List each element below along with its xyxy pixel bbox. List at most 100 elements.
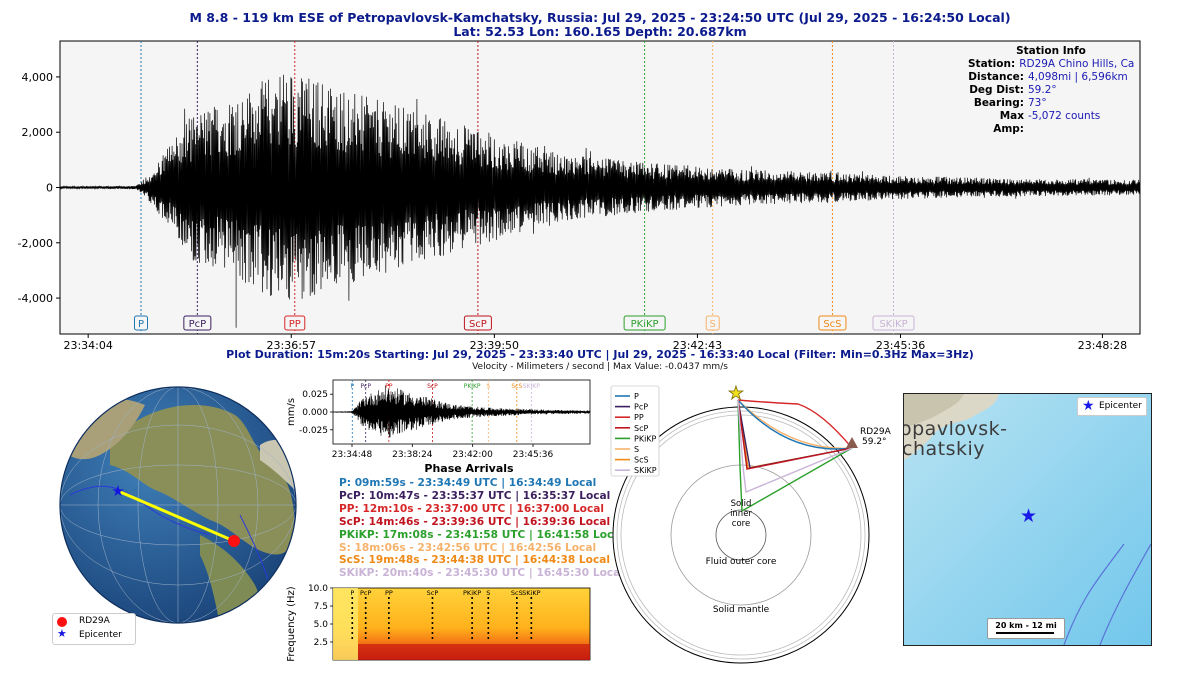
ray-path-diagram: ★ RD29A 59.2° Solid inner core Fluid out… <box>610 383 892 664</box>
station-info-value: 73° <box>1028 97 1047 109</box>
phase-label-box-s <box>705 315 720 331</box>
arrival-row-skikp: SKiKP: 20m:40s - 23:45:30 UTC | 16:45:30… <box>339 567 624 580</box>
phase-arrivals-heading: Phase Arrivals <box>424 462 514 475</box>
velocity-phase-label: S <box>486 383 490 390</box>
arrival-row-pcp: PcP: 10m:47s - 23:35:37 UTC | 16:35:37 L… <box>339 489 611 502</box>
x-tick-label: 23:42:43 <box>673 339 722 352</box>
ray-p <box>737 399 853 450</box>
spectrogram-phase-label: ScP <box>427 589 439 597</box>
inner-core-label-2: inner <box>730 509 752 519</box>
earth-surface <box>612 406 870 664</box>
station-info-label: Station: <box>968 58 1016 70</box>
velocity-phase-label: PP <box>385 383 393 390</box>
velocity-x-tick: 23:38:24 <box>392 450 433 460</box>
plate-boundaries <box>69 485 271 586</box>
spectrogram-y-tick: 10.0 <box>308 584 328 594</box>
spectrogram-y-tick: 5.0 <box>314 620 329 630</box>
seismogram-trace <box>59 74 1141 328</box>
velocity-x-tick: 23:34:48 <box>332 450 373 460</box>
phase-label-scs: ScS <box>823 319 841 330</box>
y-tick-label: -2,000 <box>18 237 53 250</box>
station-info-value: -5,072 counts <box>1028 110 1101 122</box>
velocity-caption: Velocity - Milimeters / second | Max Val… <box>472 362 728 372</box>
map-legend: ★ Epicenter <box>1077 397 1147 416</box>
inner-core-label-3: core <box>732 519 750 529</box>
globe-legend: RD29A ★ Epicenter <box>52 613 136 645</box>
spectrogram-phase-label: SKiKP <box>522 589 540 597</box>
ray-legend-label: P <box>634 392 639 401</box>
velocity-phase-label: PcP <box>360 383 371 390</box>
phase-label-scp: ScP <box>469 319 487 330</box>
spectrogram-phase-label: PKiKP <box>463 589 481 597</box>
ray-pkikp <box>737 399 853 513</box>
velocity-inset-chart: P PcP PP ScP PKiKP S ScS SKiKP 0.025 0.000 -0.025… <box>286 379 591 460</box>
phase-label-pkikp: PKiKP <box>631 319 659 330</box>
spectrogram-phase-label: PcP <box>360 589 371 597</box>
velocity-x-tick: 23:45:36 <box>513 450 554 460</box>
outer-core-boundary <box>670 464 812 606</box>
seismogram-chart: -4,000 -2,000 0 2,000 4,000 23:34:04 23:36:57 2… <box>18 40 1141 352</box>
station-info-label: Max Amp: <box>993 110 1024 135</box>
velocity-phase-label: SKiKP <box>523 383 540 390</box>
ray-station-marker <box>846 437 858 448</box>
y-tick-label: 2,000 <box>22 126 54 139</box>
outer-core-label: Fluid outer core <box>706 557 777 567</box>
station-info-row: Deg Dist: 59.2° <box>968 84 1134 97</box>
station-info-value: 59.2° <box>1028 84 1057 96</box>
inner-core-label-1: Solid <box>731 499 752 509</box>
velocity-y-tick: 0.025 <box>302 390 328 400</box>
spectrogram-chart: P PcP PP ScP PKiKP S ScS SKiKP 2.5 5.0 7.5 10.0 Fr… <box>286 584 591 662</box>
phase-label-box-p <box>134 315 148 331</box>
ray-pp <box>737 399 853 449</box>
velocity-y-tick: 0.000 <box>302 408 328 418</box>
velocity-ylabel: mm/s <box>286 398 297 426</box>
phase-label-box-pp <box>284 315 306 331</box>
station-legend-label: RD29A <box>79 616 110 626</box>
x-tick-label: 23:45:36 <box>876 339 925 352</box>
ray-legend-label: SKiKP <box>634 466 657 475</box>
ray-legend-label: ScS <box>634 456 649 465</box>
plot-duration-line: Plot Duration: 15m:20s Starting: Jul 29,… <box>226 348 974 361</box>
phase-label-skikp: SKiKP <box>879 319 907 330</box>
map-scale-bar: 20 km - 12 mi <box>987 618 1065 639</box>
spectrogram-y-tick: 7.5 <box>314 602 328 612</box>
station-marker <box>228 535 240 547</box>
velocity-x-tick: 23:42:00 <box>452 450 493 460</box>
arrival-row-pkikp: PKiKP: 17m:08s - 23:41:58 UTC | 16:41:58… <box>339 528 625 541</box>
station-info-heading: Station Info <box>1016 45 1086 57</box>
x-tick-label: 23:36:57 <box>267 339 316 352</box>
arrival-row-scp: ScP: 14m:46s - 23:39:36 UTC | 16:39:36 L… <box>339 515 611 528</box>
ray-station-label: RD29A <box>860 427 892 437</box>
station-info-label: Bearing: <box>973 97 1024 109</box>
epicenter-star: ★ <box>111 482 124 500</box>
y-tick-label: -4,000 <box>18 292 53 305</box>
ray-legend-label: S <box>634 445 639 454</box>
spectrogram-y-tick: 2.5 <box>314 638 328 648</box>
phase-label-box-scs <box>818 315 847 331</box>
mantle-label: Solid mantle <box>713 605 770 615</box>
spectrogram-phase-label: ScS <box>511 589 523 597</box>
x-tick-label: 23:34:04 <box>63 339 112 352</box>
spectrogram-low-band <box>358 644 590 660</box>
phase-label-box-pcp <box>183 315 212 331</box>
phase-label-box-pkikp <box>623 315 666 331</box>
spectrogram-phase-label: P <box>350 589 354 597</box>
y-tick-label: 4,000 <box>22 71 54 84</box>
epicenter-legend-label: Epicenter <box>79 630 122 640</box>
chart-subtitle: Lat: 52.53 Lon: 160.165 Depth: 20.687km <box>453 24 747 39</box>
ray-s <box>737 399 853 449</box>
station-info-panel: Station Info Station: RD29A Chino Hills, … <box>968 45 1134 136</box>
velocity-y-tick: -0.025 <box>299 426 328 436</box>
station-info-label: Distance: <box>968 71 1024 83</box>
velocity-phase-label: P <box>350 383 354 390</box>
chart-title: M 8.8 - 119 km ESE of Petropavlovsk-Kamc… <box>189 10 1011 25</box>
ray-legend-label: PP <box>634 413 644 422</box>
plate-boundary-line <box>1063 543 1125 645</box>
ray-legend-label: PcP <box>634 403 648 412</box>
station-info-row: Bearing: 73° <box>968 97 1134 110</box>
phase-label-s: S <box>710 319 716 330</box>
station-info-row: Max Amp: -5,072 counts <box>968 110 1134 136</box>
ray-scp <box>737 399 853 470</box>
map-scale-label: 20 km - 12 mi <box>995 621 1057 630</box>
phase-label-p: P <box>138 319 144 330</box>
